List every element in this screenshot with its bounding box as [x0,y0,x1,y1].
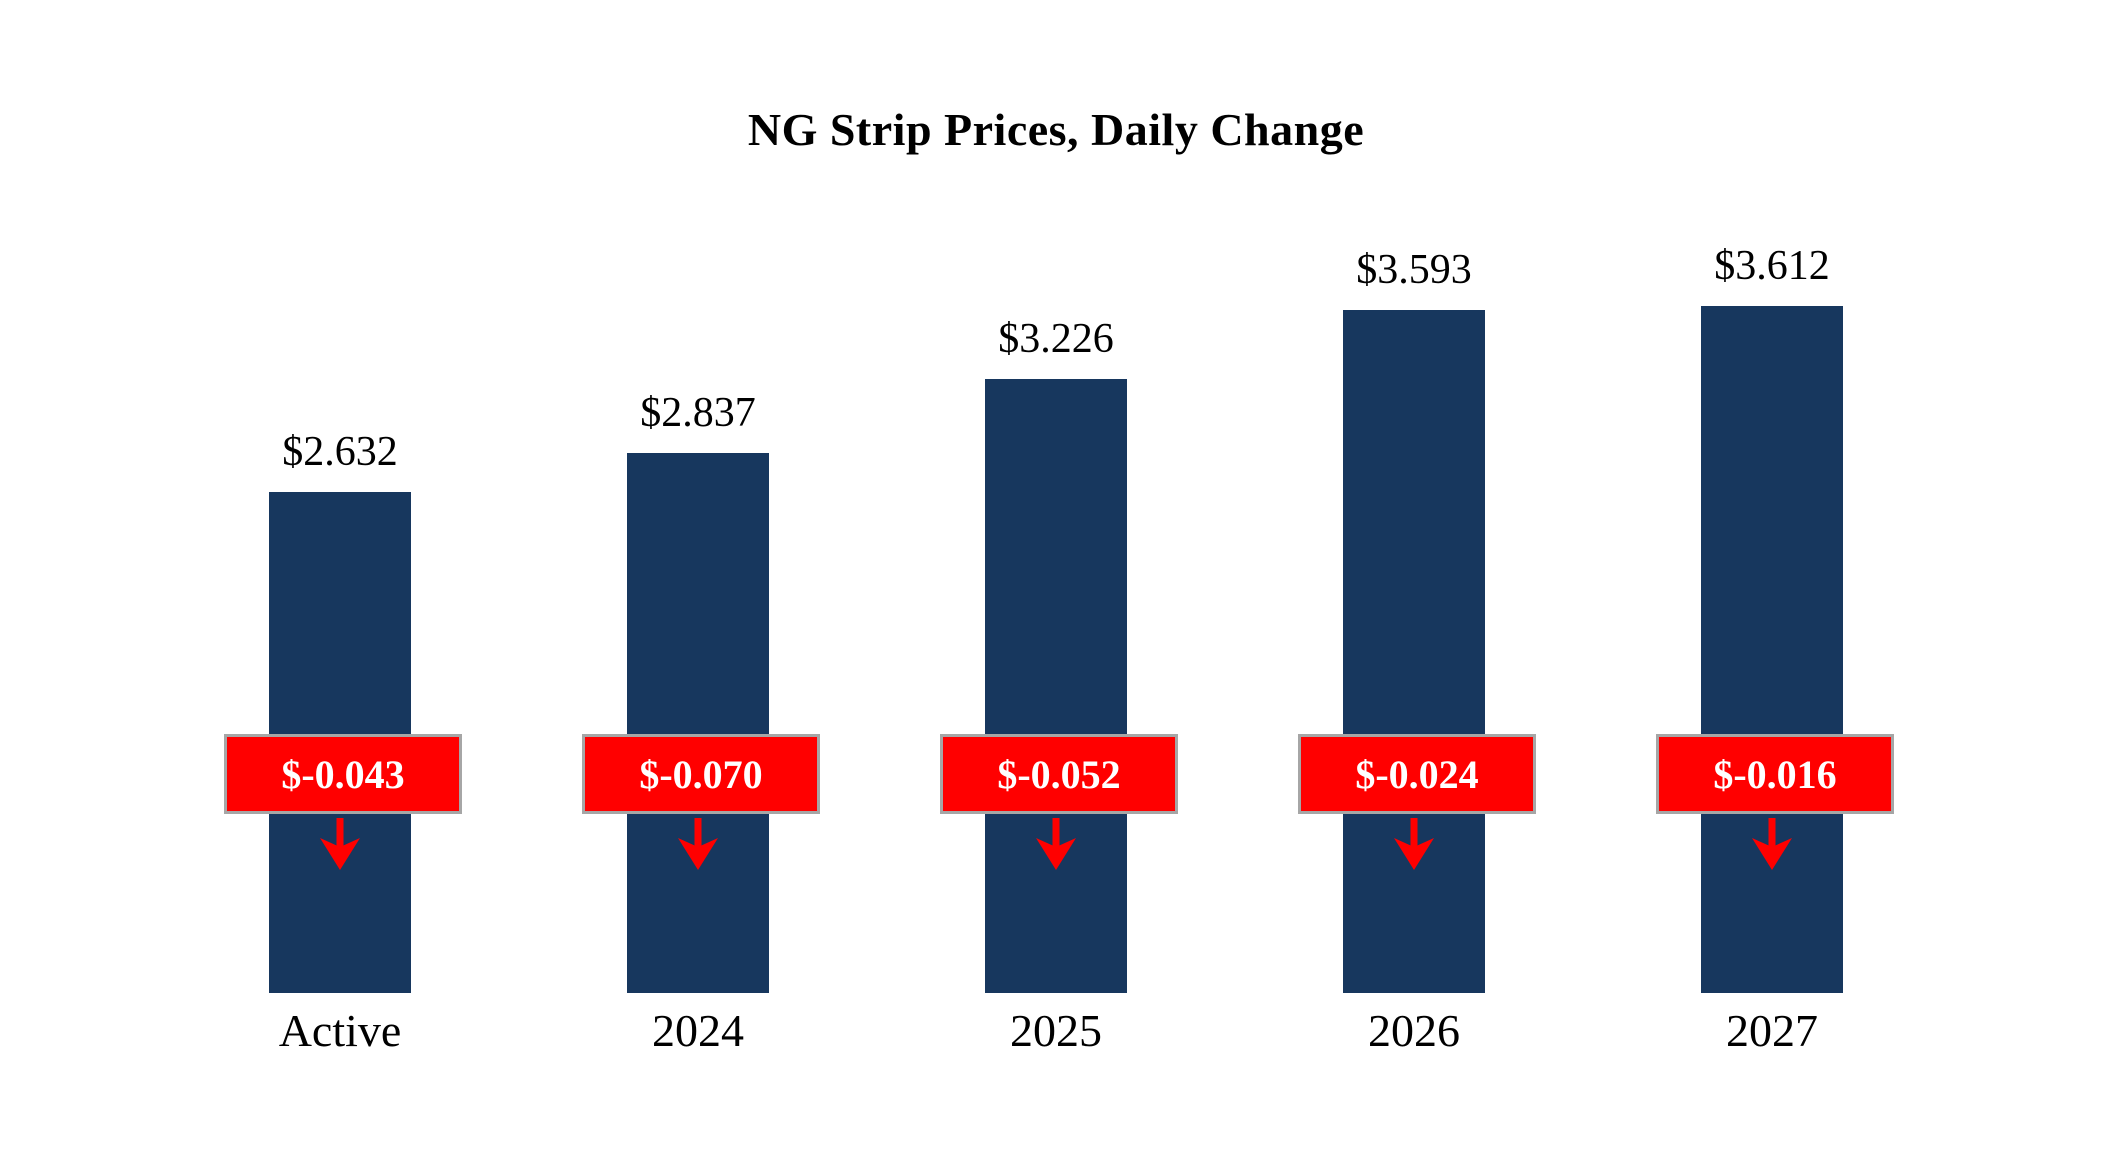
daily-change-badge: $-0.070 [582,734,820,814]
daily-change-label: $-0.070 [639,751,763,797]
daily-change-label: $-0.016 [1713,751,1837,797]
daily-change-badge: $-0.024 [1298,734,1536,814]
daily-change-label: $-0.043 [281,751,405,797]
bar [1343,310,1485,993]
bar-value-label: $3.593 [1356,247,1472,293]
daily-change-label: $-0.024 [1355,751,1479,797]
bar [1701,306,1843,993]
daily-change-badge: $-0.016 [1656,734,1894,814]
down-arrow-icon [1390,816,1438,870]
down-arrow-icon [1032,816,1080,870]
category-label: Active [278,1005,402,1056]
daily-change-badge: $-0.052 [940,734,1178,814]
category-label: 2025 [1010,1005,1102,1056]
bar [627,453,769,993]
down-arrow-icon [316,816,364,870]
category-label: 2027 [1726,1005,1818,1056]
bar [985,379,1127,993]
bar-value-label: $3.612 [1714,243,1830,289]
bar-value-label: $2.837 [640,390,756,436]
category-label: 2026 [1368,1005,1460,1056]
daily-change-label: $-0.052 [997,751,1121,797]
category-label: 2024 [652,1005,744,1056]
daily-change-badge: $-0.043 [224,734,462,814]
down-arrow-icon [1748,816,1796,870]
down-arrow-icon [674,816,722,870]
bar-value-label: $3.226 [998,316,1114,362]
bar-value-label: $2.632 [282,429,398,475]
chart-title: NG Strip Prices, Daily Change [747,104,1365,155]
